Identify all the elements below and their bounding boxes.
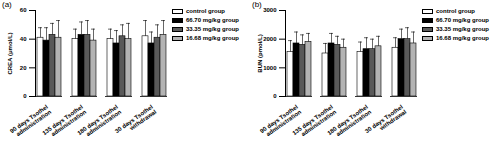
svg-text:1000: 1000 (263, 65, 277, 71)
svg-text:60: 60 (20, 7, 27, 13)
svg-text:40: 40 (20, 36, 27, 42)
svg-text:180 days Tsotheladministration: 180 days Tsotheladministration (326, 104, 372, 142)
svg-text:2000: 2000 (263, 36, 277, 42)
svg-text:180 days Tsotheladministration: 180 days Tsotheladministration (76, 104, 122, 142)
svg-text:30 days Tsothelwithdrawal: 30 days Tsothelwithdrawal (114, 104, 158, 140)
svg-text:3000: 3000 (263, 7, 277, 13)
svg-text:30 days Tsothelwithdrawal: 30 days Tsothelwithdrawal (364, 104, 408, 140)
svg-text:BUN (pmol/L): BUN (pmol/L) (257, 34, 263, 72)
svg-text:CREA (μmol/L): CREA (μmol/L) (7, 32, 13, 74)
svg-text:0: 0 (23, 93, 27, 99)
svg-text:0: 0 (273, 93, 277, 99)
svg-text:20: 20 (20, 65, 27, 71)
